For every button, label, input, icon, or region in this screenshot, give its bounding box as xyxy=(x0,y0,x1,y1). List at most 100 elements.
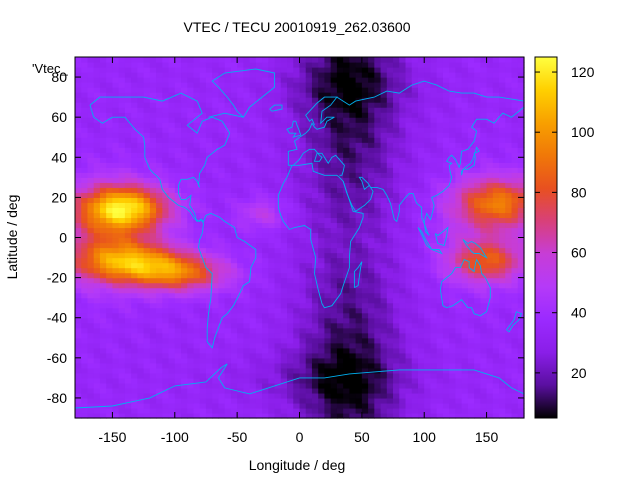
heatmap-cell xyxy=(255,147,263,153)
heatmap-cell xyxy=(93,212,101,219)
heatmap-cell xyxy=(474,157,481,163)
heatmap-cell xyxy=(199,197,207,203)
heatmap-cell xyxy=(205,327,213,334)
heatmap-cell xyxy=(393,202,400,209)
heatmap-cell xyxy=(212,412,220,419)
heatmap-cell xyxy=(168,402,176,409)
heatmap-cell xyxy=(218,157,226,163)
heatmap-cell xyxy=(224,167,232,173)
heatmap-cell xyxy=(330,152,338,158)
heatmap-cell xyxy=(187,292,195,299)
heatmap-cell xyxy=(474,322,481,329)
heatmap-cell xyxy=(299,167,307,173)
heatmap-cell xyxy=(162,247,170,254)
heatmap-cell xyxy=(224,272,232,279)
heatmap-cell xyxy=(268,257,276,264)
heatmap-cell xyxy=(499,102,506,108)
heatmap-cell xyxy=(287,157,294,163)
heatmap-cell xyxy=(87,212,95,219)
heatmap-cell xyxy=(405,207,413,214)
heatmap-cell xyxy=(75,382,82,389)
heatmap-cell xyxy=(318,142,326,148)
heatmap-cell xyxy=(318,152,326,158)
heatmap-cell xyxy=(318,307,326,314)
heatmap-cell xyxy=(81,242,89,249)
heatmap-cell xyxy=(324,262,332,269)
heatmap-cell xyxy=(343,162,350,168)
heatmap-cell xyxy=(224,342,232,349)
heatmap-cell xyxy=(324,212,332,219)
heatmap-cell xyxy=(224,57,232,63)
heatmap-cell xyxy=(212,392,220,399)
heatmap-cell xyxy=(112,317,120,324)
heatmap-cell xyxy=(399,312,407,319)
heatmap-cell xyxy=(293,117,301,123)
heatmap-cell xyxy=(87,137,95,143)
heatmap-cell xyxy=(449,147,457,153)
heatmap-cell xyxy=(87,387,95,394)
heatmap-cell xyxy=(205,92,213,98)
heatmap-cell xyxy=(455,257,463,264)
heatmap-cell xyxy=(455,392,463,399)
heatmap-cell xyxy=(492,102,500,108)
heatmap-cell xyxy=(262,387,269,394)
heatmap-cell xyxy=(218,362,226,369)
heatmap-cell xyxy=(417,77,425,83)
heatmap-cell xyxy=(93,72,101,78)
heatmap-cell xyxy=(324,302,332,309)
heatmap-cell xyxy=(417,377,425,384)
heatmap-cell xyxy=(75,227,82,234)
heatmap-cell xyxy=(75,342,82,349)
heatmap-cell xyxy=(280,332,288,339)
heatmap-cell xyxy=(492,132,500,138)
heatmap-cell xyxy=(137,412,145,419)
heatmap-cell xyxy=(149,167,157,173)
heatmap-cell xyxy=(137,262,145,269)
heatmap-cell xyxy=(149,67,157,73)
heatmap-cell xyxy=(168,317,176,324)
heatmap-cell xyxy=(81,127,89,133)
heatmap-cell xyxy=(411,152,419,158)
heatmap-cell xyxy=(124,387,132,394)
heatmap-cell xyxy=(318,257,326,264)
heatmap-cell xyxy=(430,367,438,374)
heatmap-cell xyxy=(199,327,207,334)
heatmap-cell xyxy=(149,397,157,404)
heatmap-cell xyxy=(131,267,138,274)
heatmap-cell xyxy=(137,117,145,123)
heatmap-cell xyxy=(143,237,151,244)
heatmap-cell xyxy=(349,177,357,183)
heatmap-cell xyxy=(467,402,475,409)
heatmap-cell xyxy=(374,177,382,183)
heatmap-cell xyxy=(243,162,251,168)
heatmap-cell xyxy=(137,152,145,158)
heatmap-cell xyxy=(81,247,89,254)
heatmap-cell xyxy=(480,132,488,138)
heatmap-cell xyxy=(243,57,251,63)
heatmap-cell xyxy=(193,352,201,359)
heatmap-cell xyxy=(486,72,494,78)
heatmap-cell xyxy=(299,277,307,284)
heatmap-cell xyxy=(249,322,257,329)
heatmap-cell xyxy=(280,282,288,289)
heatmap-cell xyxy=(137,367,145,374)
heatmap-cell xyxy=(430,207,438,214)
heatmap-cell xyxy=(243,107,251,113)
heatmap-cell xyxy=(467,322,475,329)
heatmap-cell xyxy=(399,342,407,349)
heatmap-cell xyxy=(255,277,263,284)
heatmap-cell xyxy=(299,362,307,369)
heatmap-cell xyxy=(368,287,375,294)
heatmap-cell xyxy=(486,127,494,133)
heatmap-cell xyxy=(492,217,500,224)
heatmap-cell xyxy=(361,117,369,123)
heatmap-cell xyxy=(137,377,145,384)
heatmap-cell xyxy=(336,97,344,103)
heatmap-cell xyxy=(199,252,207,259)
heatmap-cell xyxy=(187,97,195,103)
heatmap-cell xyxy=(380,372,388,379)
heatmap-cell xyxy=(436,382,444,389)
heatmap-cell xyxy=(112,302,120,309)
heatmap-cell xyxy=(218,132,226,138)
heatmap-cell xyxy=(361,347,369,354)
